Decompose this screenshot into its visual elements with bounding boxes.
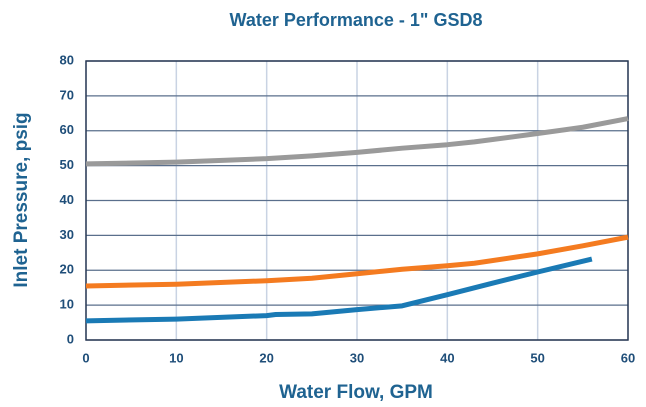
- y-tick-label: 0: [67, 331, 74, 346]
- y-tick-label: 40: [60, 192, 74, 207]
- x-tick-label: 10: [169, 350, 183, 365]
- x-tick-label: 30: [350, 350, 364, 365]
- y-tick-label: 30: [60, 227, 74, 242]
- chart-title: Water Performance - 1" GSD8: [230, 10, 483, 30]
- series-line: [85, 116, 629, 167]
- y-tick-label: 10: [60, 297, 74, 312]
- x-tick-label: 60: [621, 350, 635, 365]
- plot-border: [85, 60, 629, 341]
- x-tick-label: 0: [82, 350, 89, 365]
- x-tick-label: 20: [259, 350, 273, 365]
- x-tick-label: 50: [530, 350, 544, 365]
- y-tick-label: 60: [60, 122, 74, 137]
- y-tick-label: 70: [60, 87, 74, 102]
- series-line: [85, 234, 629, 289]
- y-tick-label: 80: [60, 52, 74, 67]
- series-line: [85, 256, 593, 324]
- x-tick-label: 40: [440, 350, 454, 365]
- y-tick-label: 20: [60, 262, 74, 277]
- x-axis-title: Water Flow, GPM: [279, 382, 433, 403]
- y-axis-title: Inlet Pressure, psig: [11, 112, 32, 287]
- y-tick-label: 50: [60, 157, 74, 172]
